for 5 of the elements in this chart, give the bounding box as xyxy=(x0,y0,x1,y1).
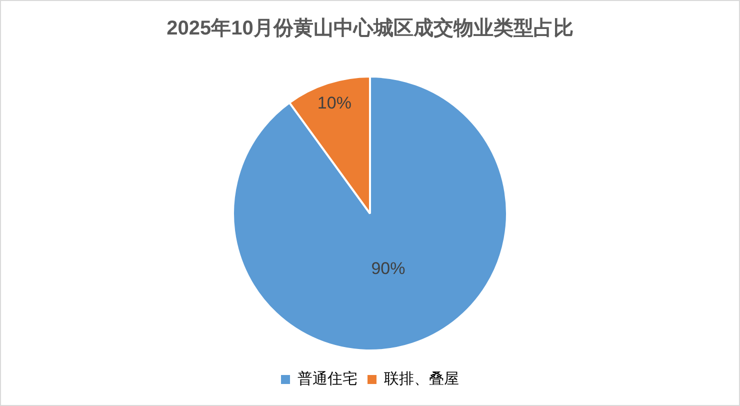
legend-label: 普通住宅 xyxy=(298,370,358,388)
chart-title: 2025年10月份黄山中心城区成交物业类型占比 xyxy=(166,16,574,40)
legend-label: 联排、叠屋 xyxy=(384,370,459,388)
data-label: 10% xyxy=(317,94,352,113)
data-label: 90% xyxy=(371,259,406,278)
